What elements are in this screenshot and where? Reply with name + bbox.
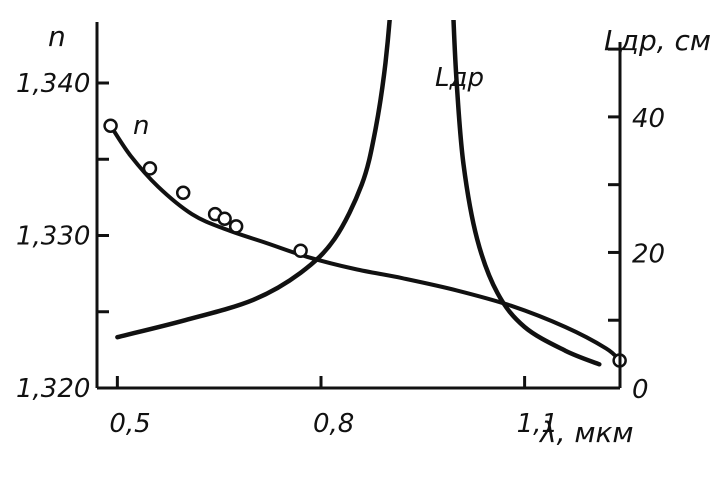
x-tick-label: 0,8 xyxy=(313,409,354,439)
n-data-point xyxy=(175,185,191,201)
n-markers xyxy=(103,118,627,368)
left-y-tick-label: 1,320 xyxy=(16,374,90,404)
right-y-tick-label: 40 xyxy=(632,104,665,134)
right-y-tick-label: 0 xyxy=(632,375,649,405)
x-axis-title: λ, мкм xyxy=(538,416,634,449)
axes xyxy=(95,22,622,390)
n-curve xyxy=(108,123,622,363)
n-curve-label: n xyxy=(133,111,149,141)
n-data-point xyxy=(293,243,308,258)
left-axis-title: n xyxy=(48,20,66,53)
tick-labels: 0,5 0,8 1,1 1,320 1,330 1,340 0 20 40 xyxy=(16,69,665,439)
n-data-point xyxy=(103,118,118,133)
right-y-tick-label: 20 xyxy=(632,239,665,269)
left-y-tick-label: 1,340 xyxy=(16,69,90,99)
L-curve-branch-2 xyxy=(451,20,602,367)
n-data-point xyxy=(217,211,232,226)
L-curve-branch-1 xyxy=(115,20,392,340)
x-tick-label: 0,5 xyxy=(109,409,150,439)
n-data-point xyxy=(228,219,244,234)
axis-ticks xyxy=(97,47,620,390)
right-axis-title: Lдр, см xyxy=(604,24,711,57)
n-data-point xyxy=(142,161,158,176)
x-tick-label: 1,1 xyxy=(517,409,558,439)
left-y-tick-label: 1,330 xyxy=(16,222,90,252)
plot-curves xyxy=(108,20,622,367)
L-curve-label: Lдр xyxy=(435,63,484,93)
